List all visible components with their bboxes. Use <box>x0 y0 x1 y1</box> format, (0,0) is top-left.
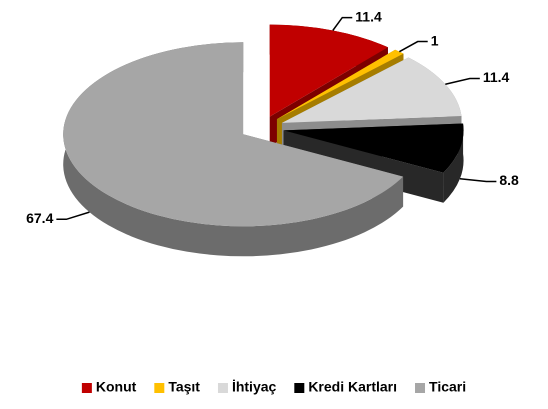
data-label: 1 <box>431 32 439 48</box>
legend-label: Konut <box>96 379 137 395</box>
legend-label: Kredi Kartları <box>308 379 397 395</box>
legend-swatch <box>81 383 92 393</box>
slice <box>281 57 462 153</box>
slice-wall <box>443 123 464 203</box>
data-label: 11.4 <box>355 8 382 24</box>
leader-line <box>445 77 480 85</box>
legend-swatch <box>294 383 305 393</box>
legend: Konut Taşıt İhtiyaç Kredi Kartları Ticari <box>81 379 466 395</box>
leader-line <box>398 40 428 53</box>
legend-swatch <box>415 383 426 393</box>
data-label: 8.8 <box>499 172 519 188</box>
data-label: 11.4 <box>483 69 510 85</box>
legend-swatch <box>217 383 228 393</box>
leader-line <box>56 211 90 221</box>
legend-label: Ticari <box>429 379 466 395</box>
data-label: 67.4 <box>26 210 53 226</box>
leader-line <box>459 178 497 183</box>
legend-label: Taşıt <box>168 379 200 395</box>
slice-top <box>281 57 462 123</box>
legend-swatch <box>154 383 165 393</box>
leader-line <box>332 16 353 31</box>
legend-label: İhtiyaç <box>232 379 277 395</box>
slice-top <box>63 42 404 227</box>
slice-top <box>269 24 388 117</box>
slice <box>63 42 404 257</box>
slice-top <box>276 49 404 120</box>
slice-top <box>283 123 464 173</box>
